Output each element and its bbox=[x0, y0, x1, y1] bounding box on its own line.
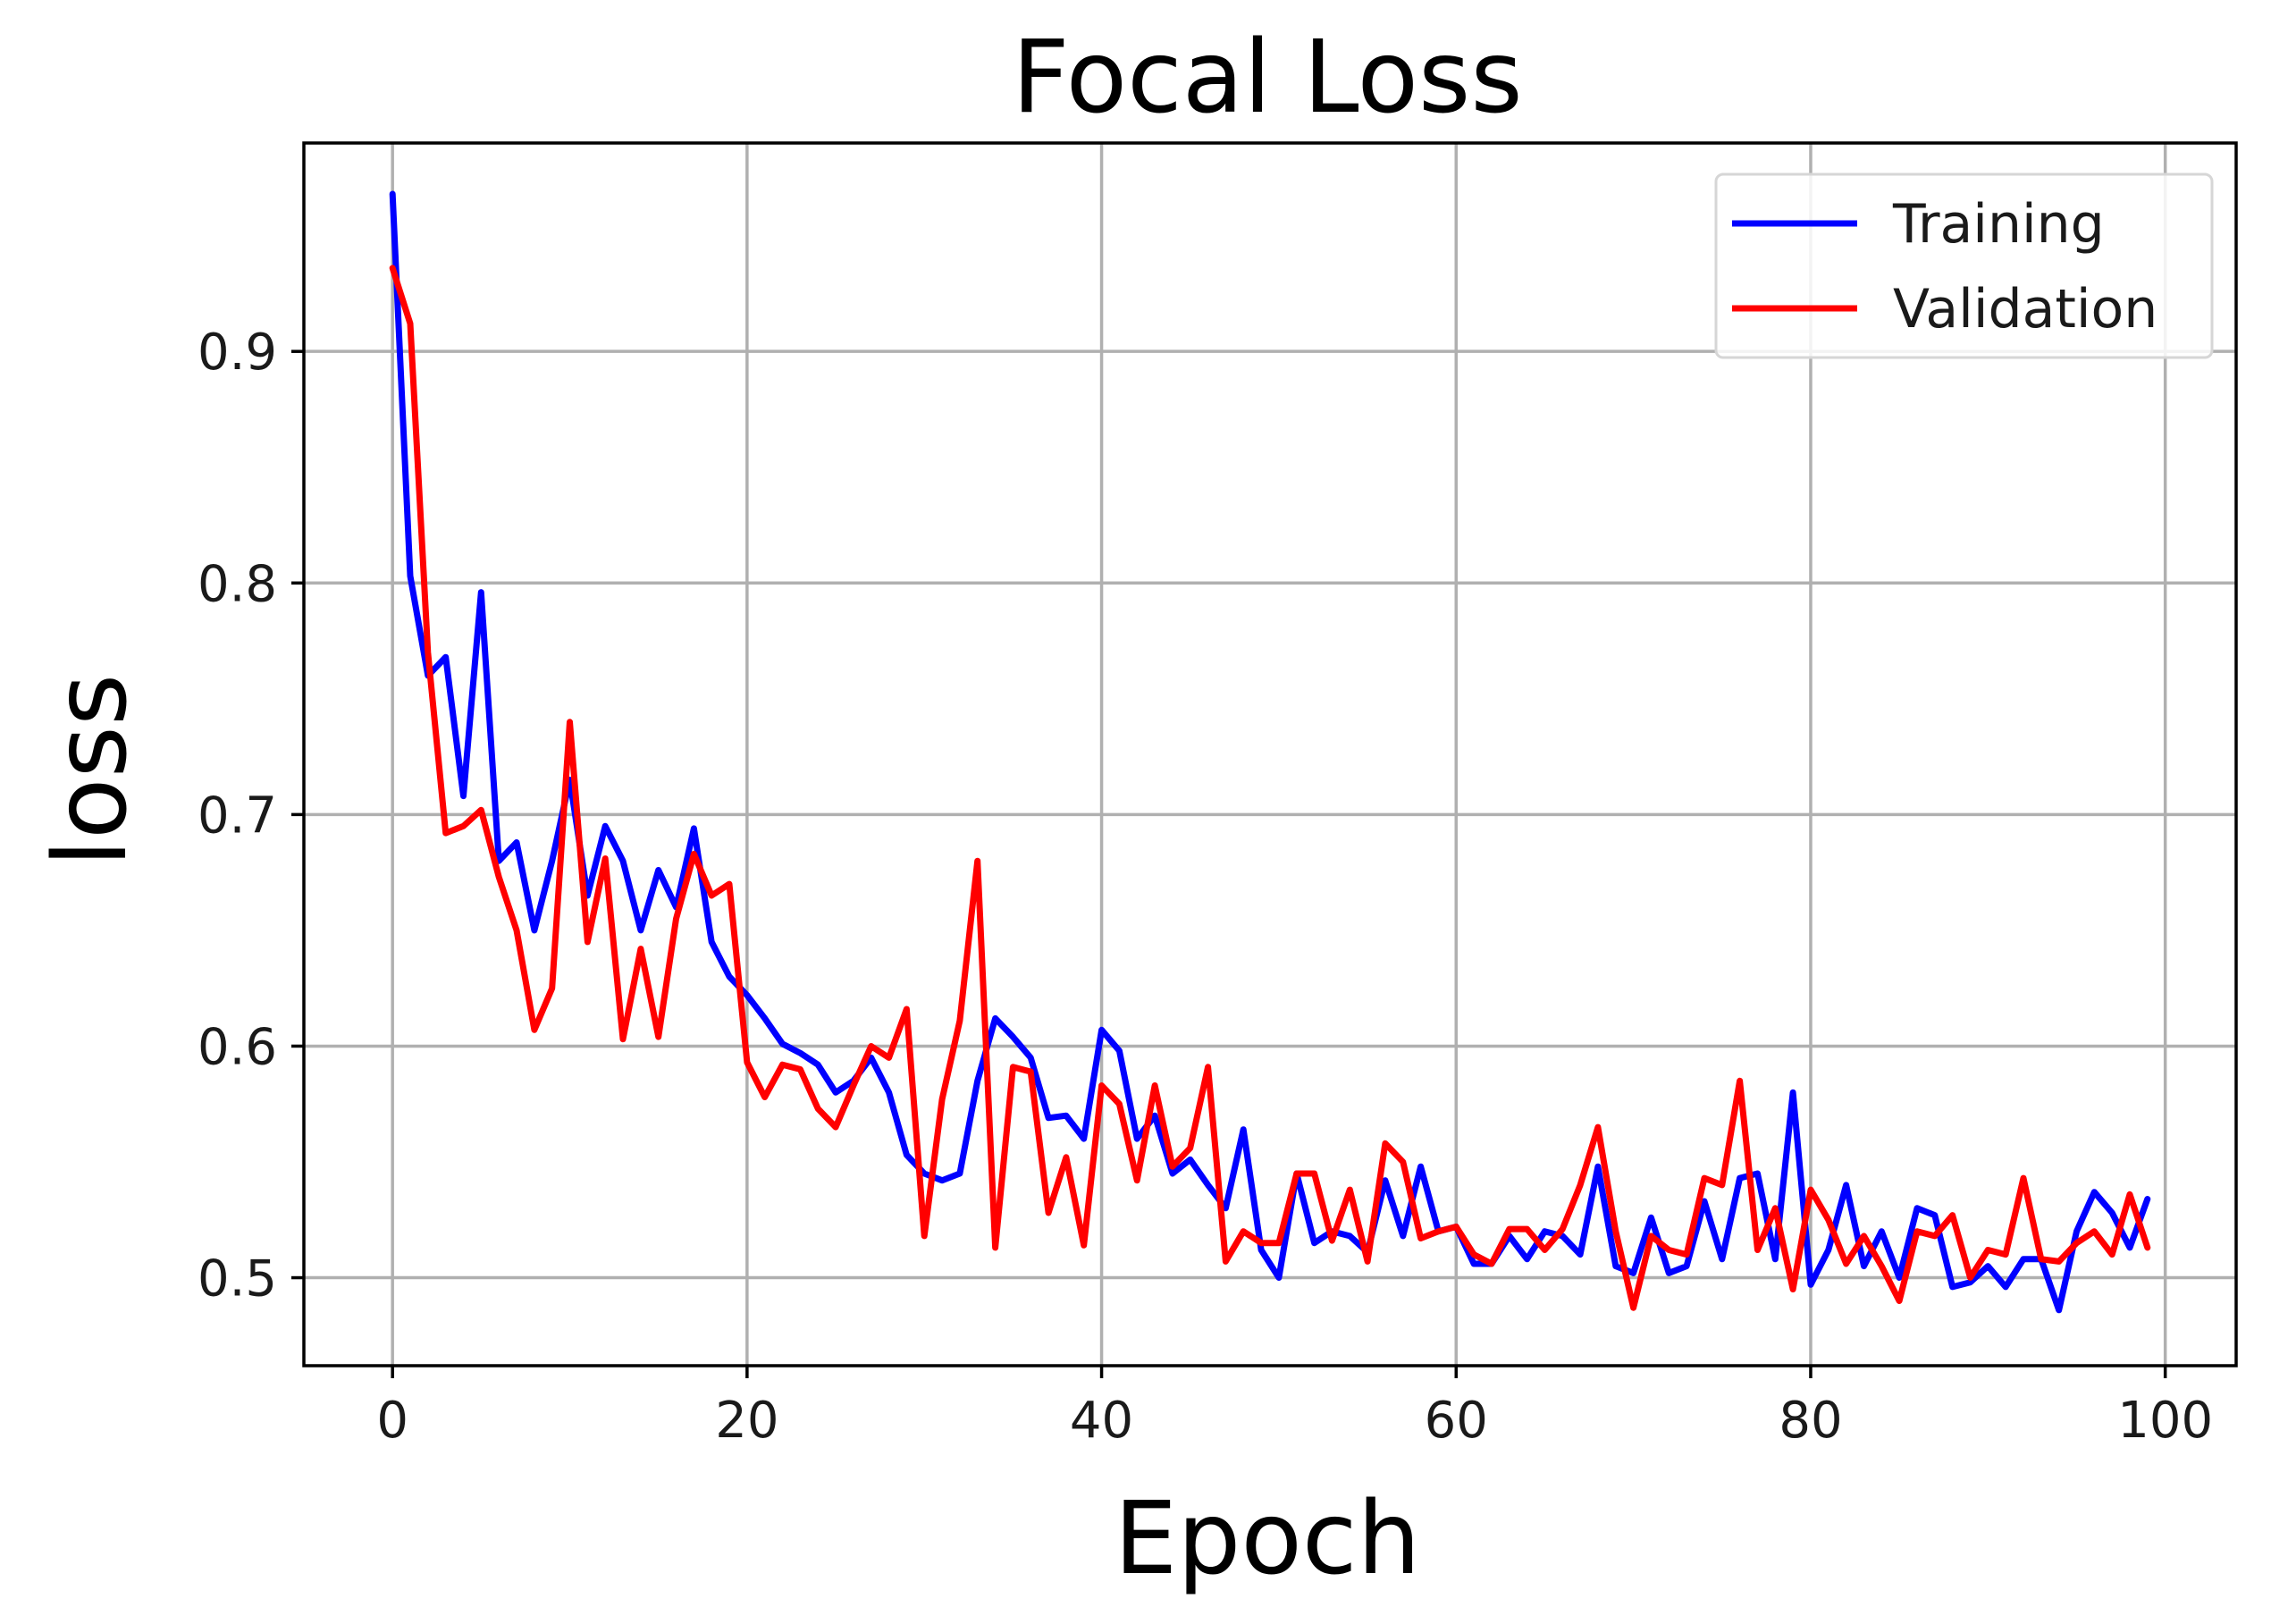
y-tick-label: 0.5 bbox=[198, 1250, 277, 1308]
x-axis-label: Epoch bbox=[1114, 1481, 1421, 1597]
y-axis-label: loss bbox=[33, 674, 149, 867]
y-axis: 0.5 0.6 0.7 0.8 0.9 bbox=[198, 324, 304, 1308]
x-tick-label: 40 bbox=[1070, 1392, 1133, 1450]
y-tick-label: 0.7 bbox=[198, 787, 277, 845]
chart-title: Focal Loss bbox=[1012, 20, 1523, 136]
x-tick-label: 20 bbox=[715, 1392, 778, 1450]
y-tick-label: 0.6 bbox=[198, 1018, 277, 1076]
x-tick-label: 60 bbox=[1425, 1392, 1488, 1450]
legend-box bbox=[1714, 172, 2214, 359]
x-tick-label: 80 bbox=[1779, 1392, 1842, 1450]
legend: Training Validation bbox=[1714, 172, 2214, 359]
x-axis: 0 20 40 60 80 100 bbox=[376, 1366, 2213, 1450]
series-line-validation bbox=[389, 265, 2151, 1311]
legend-label-validation: Validation bbox=[1893, 278, 2157, 341]
x-tick-label: 0 bbox=[376, 1392, 408, 1450]
series-lines bbox=[389, 190, 2151, 1314]
plot-frame bbox=[302, 141, 2238, 1367]
legend-label-training: Training bbox=[1892, 193, 2105, 256]
y-tick-label: 0.8 bbox=[198, 555, 277, 613]
x-tick-label: 100 bbox=[2117, 1392, 2213, 1450]
y-tick-label: 0.9 bbox=[198, 324, 277, 382]
series-line-training bbox=[389, 190, 2151, 1314]
